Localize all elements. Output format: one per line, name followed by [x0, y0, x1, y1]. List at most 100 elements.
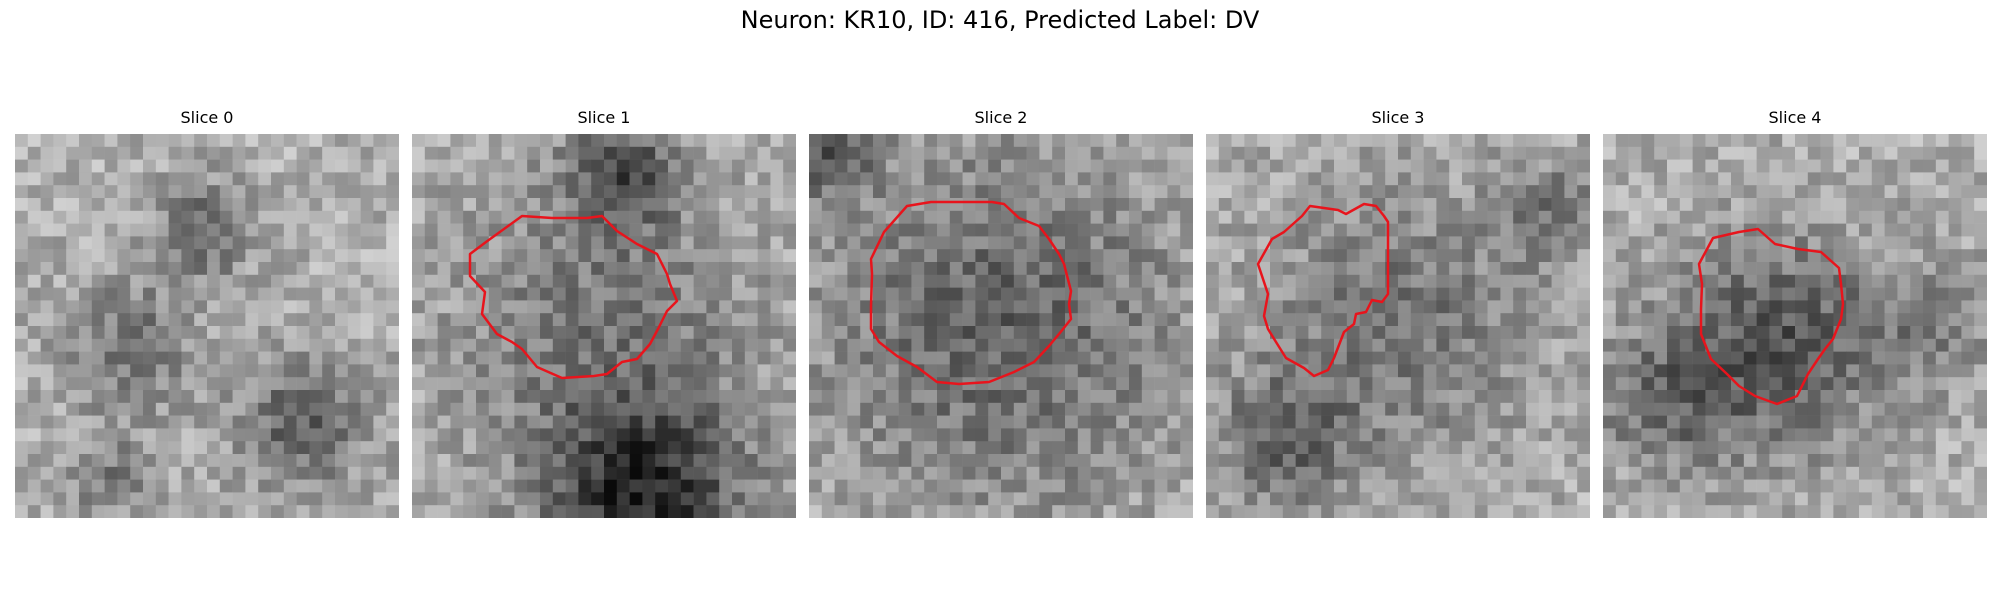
pixel	[1372, 428, 1386, 442]
pixel	[719, 159, 733, 173]
pixel	[668, 146, 682, 160]
pixel	[1231, 223, 1245, 237]
pixel	[1103, 326, 1117, 340]
pixel	[360, 198, 374, 212]
pixel	[1935, 466, 1949, 480]
pixel	[1667, 428, 1681, 442]
pixel	[1206, 274, 1220, 288]
pixel	[296, 236, 310, 250]
pixel	[15, 390, 29, 404]
pixel	[104, 146, 118, 160]
pixel	[437, 402, 451, 416]
pixel	[1859, 492, 1873, 506]
pixel	[1474, 172, 1488, 186]
pixel	[975, 249, 989, 263]
pixel	[488, 479, 502, 493]
pixel	[117, 223, 131, 237]
pixel	[1769, 441, 1783, 455]
pixel	[1077, 236, 1091, 250]
pixel	[1564, 338, 1578, 352]
pixel	[1667, 313, 1681, 327]
pixel	[1820, 377, 1834, 391]
pixel	[1474, 492, 1488, 506]
pixel	[949, 415, 963, 429]
pixel	[655, 172, 669, 186]
pixel	[668, 390, 682, 404]
pixel	[1948, 454, 1962, 468]
pixel	[565, 159, 579, 173]
pixel	[66, 287, 80, 301]
pixel	[1692, 492, 1706, 506]
pixel	[732, 223, 746, 237]
pixel	[1961, 377, 1975, 391]
pixel	[591, 326, 605, 340]
pixel	[1206, 377, 1220, 391]
pixel	[143, 274, 157, 288]
pixel	[1321, 377, 1335, 391]
pixel	[1154, 415, 1168, 429]
pixel	[1859, 390, 1873, 404]
pixel	[1026, 185, 1040, 199]
pixel	[117, 479, 131, 493]
pixel	[207, 441, 221, 455]
pixel	[1974, 505, 1987, 518]
pixel	[1129, 146, 1143, 160]
pixel	[1667, 454, 1681, 468]
pixel	[1551, 402, 1565, 416]
pixel	[1116, 364, 1130, 378]
pixel	[424, 210, 438, 224]
pixel	[1013, 287, 1027, 301]
pixel	[1859, 377, 1873, 391]
pixel	[296, 351, 310, 365]
pixel	[975, 402, 989, 416]
pixel	[988, 185, 1002, 199]
pixel	[591, 428, 605, 442]
pixel	[591, 338, 605, 352]
pixel	[143, 159, 157, 173]
pixel	[155, 326, 169, 340]
pixel	[1334, 377, 1348, 391]
pixel	[424, 326, 438, 340]
pixel	[168, 313, 182, 327]
pixel	[322, 262, 336, 276]
pixel	[1026, 249, 1040, 263]
pixel	[194, 249, 208, 263]
pixel	[527, 428, 541, 442]
pixel	[1436, 287, 1450, 301]
pixel	[1705, 210, 1719, 224]
pixel	[463, 159, 477, 173]
pixel	[719, 454, 733, 468]
pixel	[283, 172, 297, 186]
pixel	[1052, 364, 1066, 378]
pixel	[1013, 134, 1027, 148]
pixel	[924, 249, 938, 263]
pixel	[1001, 223, 1015, 237]
pixel	[744, 274, 758, 288]
pixel	[540, 505, 554, 518]
pixel	[66, 390, 80, 404]
pixel	[1436, 402, 1450, 416]
pixel	[450, 415, 464, 429]
pixel	[1628, 364, 1642, 378]
pixel	[1910, 287, 1924, 301]
pixel	[1667, 146, 1681, 160]
pixel	[706, 146, 720, 160]
pixel	[1526, 172, 1540, 186]
pixel	[130, 287, 144, 301]
pixel	[1756, 210, 1770, 224]
pixel	[873, 351, 887, 365]
pixel	[245, 249, 259, 263]
pixel	[1961, 326, 1975, 340]
pixel	[1910, 338, 1924, 352]
pixel	[680, 185, 694, 199]
pixel	[1974, 274, 1987, 288]
pixel	[1244, 249, 1258, 263]
pixel	[1820, 159, 1834, 173]
pixel	[514, 377, 528, 391]
pixel	[181, 313, 195, 327]
pixel	[1039, 351, 1053, 365]
pixel	[655, 134, 669, 148]
pixel	[885, 428, 899, 442]
pixel	[1218, 249, 1232, 263]
pixel	[1180, 415, 1193, 429]
